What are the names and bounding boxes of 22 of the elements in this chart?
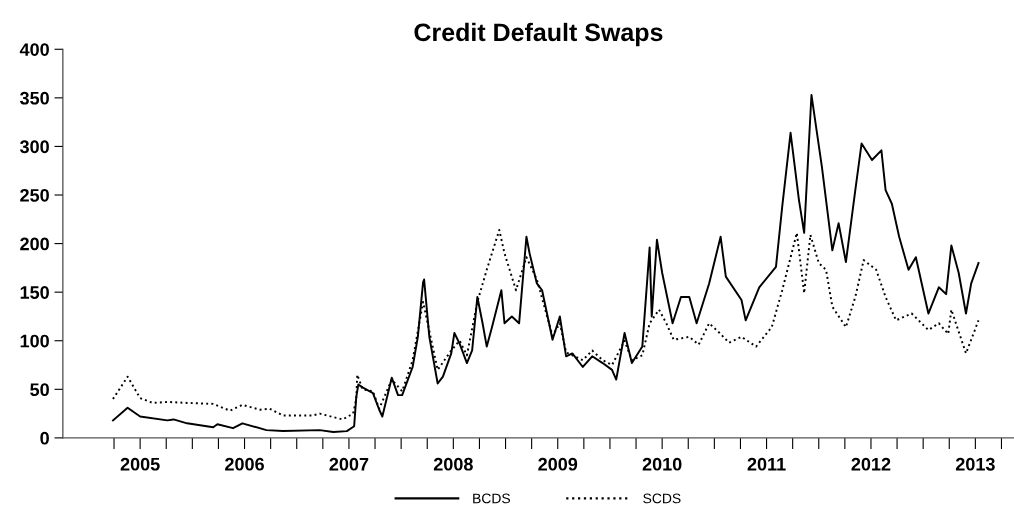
x-tick-label: 2006 bbox=[225, 457, 264, 471]
y-tick-label: 250 bbox=[20, 188, 49, 202]
x-tick-label: 2009 bbox=[538, 457, 578, 471]
line-series bbox=[112, 93, 980, 434]
y-tick-label: 300 bbox=[19, 140, 49, 154]
chart-title: Credit Default Swaps bbox=[414, 22, 663, 47]
y-tick-label: 100 bbox=[20, 334, 49, 348]
y-tick-label: 0 bbox=[40, 431, 49, 445]
y-tick-label: 200 bbox=[20, 237, 49, 251]
x-tick-label: 2013 bbox=[955, 457, 995, 471]
x-tick-label: 2010 bbox=[642, 457, 682, 471]
y-tick-label: 350 bbox=[19, 91, 49, 105]
x-tick-label: 2011 bbox=[747, 457, 786, 471]
y-tick-label: 150 bbox=[20, 286, 49, 299]
y-tick-label: 400 bbox=[19, 43, 49, 56]
y-tick-label: 50 bbox=[30, 383, 49, 397]
x-tick-label: 2008 bbox=[433, 457, 473, 471]
legend-label: SCDS bbox=[643, 493, 681, 504]
legend-label: BCDS bbox=[473, 493, 511, 504]
x-tick-label: 2005 bbox=[120, 457, 160, 471]
x-tick-label: 2012 bbox=[851, 457, 891, 471]
x-tick-label: 2007 bbox=[329, 457, 369, 471]
